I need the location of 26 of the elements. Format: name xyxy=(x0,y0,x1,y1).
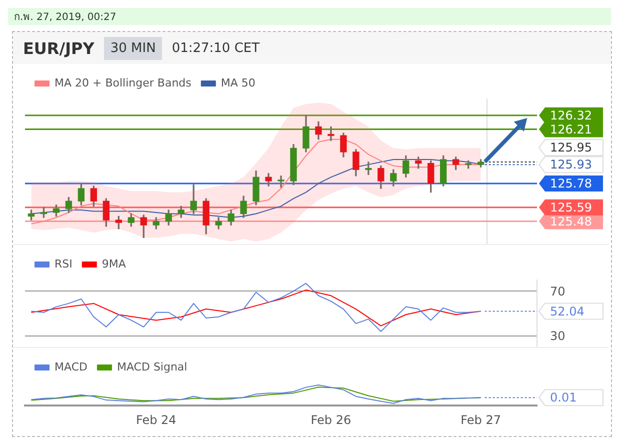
text: ก.พ. 27, 2019, 00:27 xyxy=(8,8,611,25)
y-tick-label: 70 xyxy=(550,284,566,298)
legend-label: 9MA xyxy=(102,257,126,270)
chart-subtitle: 30 MIN xyxy=(104,36,162,60)
chart-title: EUR/JPY xyxy=(23,38,94,58)
legend-label: MACD xyxy=(54,360,88,374)
text: 0.01 xyxy=(550,390,577,405)
legend-label: MA 20 + Bollinger Bands xyxy=(54,76,192,90)
y-tick-label: 30 xyxy=(550,328,566,343)
ref-line-label: 125.95 xyxy=(550,140,592,155)
y-tick-label: 125.48 xyxy=(550,214,592,228)
y-tick-label: 125.78 xyxy=(550,176,592,191)
y-tick-label: 126.21 xyxy=(550,122,592,136)
ref-line-label: 125.93 xyxy=(550,158,592,172)
legend-label: RSI xyxy=(54,257,72,270)
candlestick xyxy=(328,126,334,141)
x-tick-label: Feb 26 xyxy=(310,412,352,427)
y-tick-label: 125.59 xyxy=(550,200,592,215)
y-tick-label: 126.32 xyxy=(550,108,592,123)
x-tick-label: Feb 27 xyxy=(460,412,501,427)
text: 01:27:10 CET xyxy=(172,40,260,56)
legend-label: MA 50 xyxy=(220,76,256,90)
legend-label: MACD Signal xyxy=(116,360,188,374)
candlestick xyxy=(278,176,284,188)
ref-line-label: 52.04 xyxy=(550,304,584,318)
x-tick-label: Feb 24 xyxy=(136,412,176,427)
